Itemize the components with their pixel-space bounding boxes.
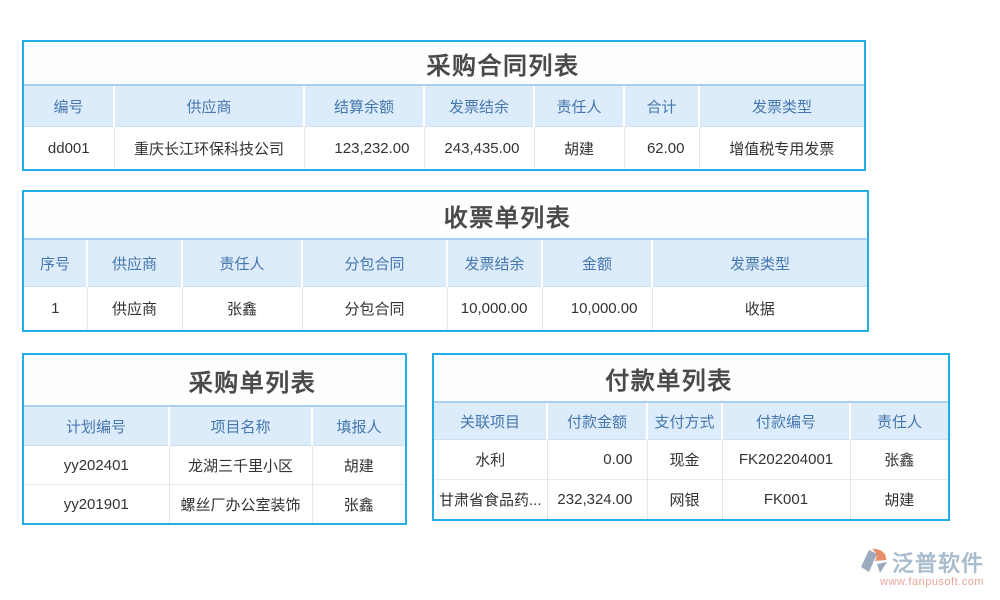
receipt-list-panel: 收票单列表 序号 供应商 责任人 分包合同 发票结余 金额 发票类型 1 供应商 张鑫 分包合同 10… [22, 190, 869, 332]
table-cell: 增值税专用发票 [698, 126, 864, 169]
table-cell: 现金 [646, 439, 722, 480]
table-cell: 龙湖三千里小区 [168, 445, 312, 485]
column-header: 关联项目 [434, 401, 547, 440]
table-title-purchase-order: 采购单列表 [188, 369, 317, 397]
table-cell: yy202401 [24, 445, 169, 485]
table-cell: 张鑫 [311, 484, 405, 523]
column-header: 合计 [623, 84, 699, 127]
table-cell: 62.00 [623, 126, 699, 169]
header-row: 编号 供应商 结算余额 发票结余 责任人 合计 发票类型 [24, 84, 864, 127]
table-cell: 1 [24, 286, 87, 330]
column-header: 分包合同 [301, 238, 447, 287]
table-title-purchase-contract: 采购合同列表 [426, 52, 580, 80]
table-row: yy202401 龙湖三千里小区 胡建 [24, 445, 405, 485]
header-row: 计划编号 项目名称 填报人 [24, 405, 405, 446]
table-cell: 0.00 [546, 439, 647, 480]
header-row: 关联项目 付款金额 支付方式 付款编号 责任人 [434, 401, 948, 440]
column-header: 付款编号 [721, 401, 850, 440]
table-cell: 螺丝厂办公室装饰 [168, 484, 312, 523]
column-header: 发票结余 [446, 238, 542, 287]
table-cell: 张鑫 [181, 286, 302, 330]
column-header: 发票结余 [423, 84, 534, 127]
purchase-order-list-panel: 采购单列表 计划编号 项目名称 填报人 yy202401 龙湖三千里小区 胡建 yy2019… [22, 353, 407, 525]
table-cell: 232,324.00 [546, 479, 647, 519]
table-cell: dd001 [24, 126, 114, 169]
purchase-contract-table: 编号 供应商 结算余额 发票结余 责任人 合计 发票类型 dd001 重庆长江环保科技公司 123… [24, 84, 864, 169]
table-cell: 收据 [651, 286, 867, 330]
logo-text: 泛普软件 [891, 551, 984, 576]
table-cell: 10,000.00 [446, 286, 542, 330]
table-cell: 重庆长江环保科技公司 [113, 126, 304, 169]
column-header: 责任人 [849, 401, 948, 440]
table-cell: 网银 [646, 479, 722, 519]
table-cell: 供应商 [86, 286, 182, 330]
table-cell: FK001 [721, 479, 850, 519]
table-cell: 123,232.00 [303, 126, 424, 169]
purchase-order-table: 计划编号 项目名称 填报人 yy202401 龙湖三千里小区 胡建 yy201901 螺丝厂办… [24, 405, 405, 523]
column-header: 支付方式 [646, 401, 722, 440]
fanpu-logo: 泛普软件 www.fanpusoft.com [852, 546, 984, 588]
column-header: 发票类型 [698, 84, 864, 127]
table-row: 水利 0.00 现金 FK202204001 张鑫 [434, 439, 948, 480]
column-header: 填报人 [311, 405, 405, 446]
payment-list-panel: 付款单列表 关联项目 付款金额 支付方式 付款编号 责任人 水利 0.00 现金 FK20220… [432, 353, 950, 521]
column-header: 发票类型 [651, 238, 867, 287]
column-header: 金额 [541, 238, 652, 287]
table-cell: yy201901 [24, 484, 169, 523]
table-row: 甘肃省食品药... 232,324.00 网银 FK001 胡建 [434, 479, 948, 519]
table-title-payment: 付款单列表 [605, 367, 733, 395]
table-row: dd001 重庆长江环保科技公司 123,232.00 243,435.00 胡建 62.… [24, 126, 864, 169]
purchase-contract-list-panel: 采购合同列表 编号 供应商 结算余额 发票结余 责任人 合计 发票类型 dd001 重庆长江环保… [22, 40, 866, 171]
column-header: 计划编号 [24, 405, 169, 446]
column-header: 付款金额 [546, 401, 647, 440]
table-row: 1 供应商 张鑫 分包合同 10,000.00 10,000.00 收据 [24, 286, 867, 330]
column-header: 编号 [24, 84, 114, 127]
table-cell: 胡建 [533, 126, 624, 169]
table-cell: 243,435.00 [423, 126, 534, 169]
header-row: 序号 供应商 责任人 分包合同 发票结余 金额 发票类型 [24, 238, 867, 287]
table-cell: 水利 [434, 439, 547, 480]
table-cell: FK202204001 [721, 439, 850, 480]
column-header: 供应商 [86, 238, 182, 287]
table-cell: 甘肃省食品药... [434, 479, 547, 519]
column-header: 供应商 [113, 84, 304, 127]
column-header: 结算余额 [303, 84, 424, 127]
table-cell: 10,000.00 [541, 286, 652, 330]
column-header: 项目名称 [168, 405, 312, 446]
table-title-receipt: 收票单列表 [443, 204, 572, 232]
column-header: 序号 [24, 238, 87, 287]
receipt-table: 序号 供应商 责任人 分包合同 发票结余 金额 发票类型 1 供应商 张鑫 分包合同 10,000.0… [24, 238, 867, 330]
column-header: 责任人 [533, 84, 624, 127]
table-cell: 胡建 [849, 479, 948, 519]
logo-url[interactable]: www.fanpusoft.com [880, 576, 984, 588]
table-cell: 张鑫 [849, 439, 948, 480]
table-row: yy201901 螺丝厂办公室装饰 张鑫 [24, 484, 405, 523]
table-cell: 胡建 [311, 445, 405, 485]
column-header: 责任人 [181, 238, 302, 287]
table-cell: 分包合同 [301, 286, 447, 330]
payment-table: 关联项目 付款金额 支付方式 付款编号 责任人 水利 0.00 现金 FK202204001 张鑫… [434, 401, 948, 519]
fanpu-logo-icon [860, 548, 887, 573]
